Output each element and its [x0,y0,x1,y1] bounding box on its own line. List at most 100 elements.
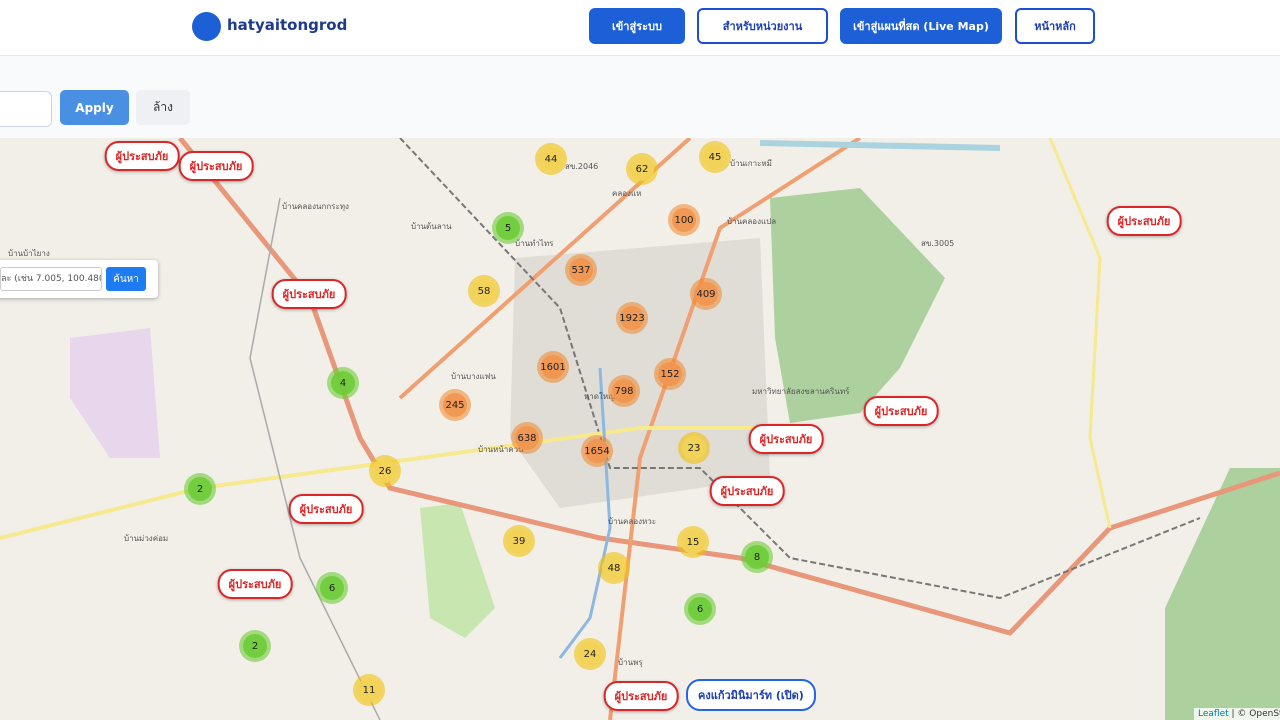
cluster-count: 5 [496,216,520,240]
place-label: บ้านบางแฟน [451,372,496,381]
live-map-button[interactable]: เข้าสู่แผนที่สด (Live Map) [840,8,1002,44]
place-label: บ้านพรุ [618,658,643,667]
search-input[interactable]: ละ (เช่น 7.005, 100.480) [0,267,102,291]
cluster-count: 1654 [584,439,610,463]
cluster[interactable]: 100 [668,204,700,236]
place-label: คลองแห [612,189,642,198]
map[interactable]: สข.2046 คลองแหบ้านคลองแปล บ้านเกาะหมีบ้านท… [0,138,1280,720]
victim-marker[interactable]: ผู้ประสบภัย [709,476,785,506]
cluster-count: 4 [331,371,355,395]
place-label: บ้านทำไทร [515,239,554,248]
attribution: Leaflet | © OpenStreetMap [1194,708,1280,720]
cluster[interactable]: 5 [492,212,524,244]
cluster[interactable]: 798 [608,375,640,407]
cluster[interactable]: 4 [327,367,359,399]
victim-marker[interactable]: ผู้ประสบภัย [603,681,679,711]
place-label: บ้านต้นลาน [411,222,452,231]
cluster-count: 44 [539,147,563,171]
cluster[interactable]: 39 [503,525,535,557]
place-label: หาดใหญ่ [584,392,615,401]
cluster[interactable]: 44 [535,143,567,175]
cluster-count: 58 [472,279,496,303]
cluster-count: 6 [320,576,344,600]
cluster[interactable]: 245 [439,389,471,421]
cluster[interactable]: 24 [574,638,606,670]
place-label: สข.3005 [921,239,955,248]
cluster[interactable]: 8 [741,541,773,573]
place-label: บ้านเกาะหมี [730,159,772,168]
cluster[interactable]: 26 [369,455,401,487]
filter-bar: Apply ล้าง [0,56,1280,138]
map-tiles [0,138,1280,720]
cluster-count: 11 [357,678,381,702]
cluster[interactable]: 23 [678,432,710,464]
place-label: บ้านม่วงค่อม [124,534,169,543]
cluster[interactable]: 11 [353,674,385,706]
cluster[interactable]: 1601 [537,351,569,383]
cluster[interactable]: 6 [684,593,716,625]
cluster[interactable]: 152 [654,358,686,390]
cluster-count: 245 [443,393,467,417]
victim-marker[interactable]: ผู้ประสบภัย [104,141,180,171]
cluster-count: 2 [243,634,267,658]
osm-credit[interactable]: | © OpenStreetMap [1231,709,1280,719]
header: hatyaitongrod เข้าสู่ระบบ สำหรับหน่วยงาน… [0,0,1280,56]
cluster[interactable]: 58 [468,275,500,307]
cluster-count: 6 [688,597,712,621]
cluster[interactable]: 537 [565,254,597,286]
leaflet-link[interactable]: Leaflet [1198,709,1229,719]
cluster-count: 45 [703,145,727,169]
logo[interactable]: hatyaitongrod [227,16,348,34]
cluster[interactable]: 62 [626,153,658,185]
cluster[interactable]: 1654 [581,435,613,467]
cluster[interactable]: 2 [239,630,271,662]
victim-marker[interactable]: ผู้ประสบภัย [863,396,939,426]
search-button[interactable]: ค้นหา [106,267,146,291]
place-label: บ้านคลองหวะ [608,517,657,526]
cluster[interactable]: 6 [316,572,348,604]
place-label: บ้านคลองแปล [727,217,777,226]
cluster-count: 24 [578,642,602,666]
place-label: สข.2046 [565,162,599,171]
clear-button[interactable]: ล้าง [136,90,190,125]
victim-marker[interactable]: ผู้ประสบภัย [217,569,293,599]
cluster[interactable]: 1923 [616,302,648,334]
cluster-count: 1601 [540,355,566,379]
cluster-count: 409 [694,282,718,306]
shop-marker[interactable]: คงแก้วมินิมาร์ท (เปิด) [686,679,816,711]
victim-marker[interactable]: ผู้ประสบภัย [748,424,824,454]
cluster-count: 638 [515,426,539,450]
cluster-count: 26 [373,459,397,483]
cluster-count: 8 [745,545,769,569]
victim-marker[interactable]: ผู้ประสบภัย [1106,206,1182,236]
place-label: มหาวิทยาลัยสงขลานครินทร์ [752,387,850,396]
cluster-count: 100 [672,208,696,232]
cluster-count: 537 [569,258,593,282]
cluster[interactable]: 15 [677,526,709,558]
cluster-count: 152 [658,362,682,386]
cluster[interactable]: 48 [598,552,630,584]
agency-button[interactable]: สำหรับหน่วยงาน [697,8,828,44]
home-button[interactable]: หน้าหลัก [1015,8,1095,44]
victim-marker[interactable]: ผู้ประสบภัย [288,494,364,524]
place-label: บ้านหน้าควน [478,445,524,454]
logo-icon [192,12,221,41]
cluster[interactable]: 409 [690,278,722,310]
login-button[interactable]: เข้าสู่ระบบ [589,8,685,44]
cluster-count: 15 [681,530,705,554]
place-label: บ้านบ้าไยาง [8,249,50,258]
cluster-count: 798 [612,379,636,403]
apply-button[interactable]: Apply [60,90,129,125]
cluster[interactable]: 45 [699,141,731,173]
victim-marker[interactable]: ผู้ประสบภัย [178,151,254,181]
cluster-count: 1923 [619,306,645,330]
cluster-count: 39 [507,529,531,553]
cluster[interactable]: 638 [511,422,543,454]
cluster-count: 2 [188,477,212,501]
cluster[interactable]: 2 [184,473,216,505]
victim-marker[interactable]: ผู้ประสบภัย [271,279,347,309]
filter-select[interactable] [0,91,52,127]
search-box: ละ (เช่น 7.005, 100.480) ค้นหา [0,260,158,298]
cluster-count: 62 [630,157,654,181]
